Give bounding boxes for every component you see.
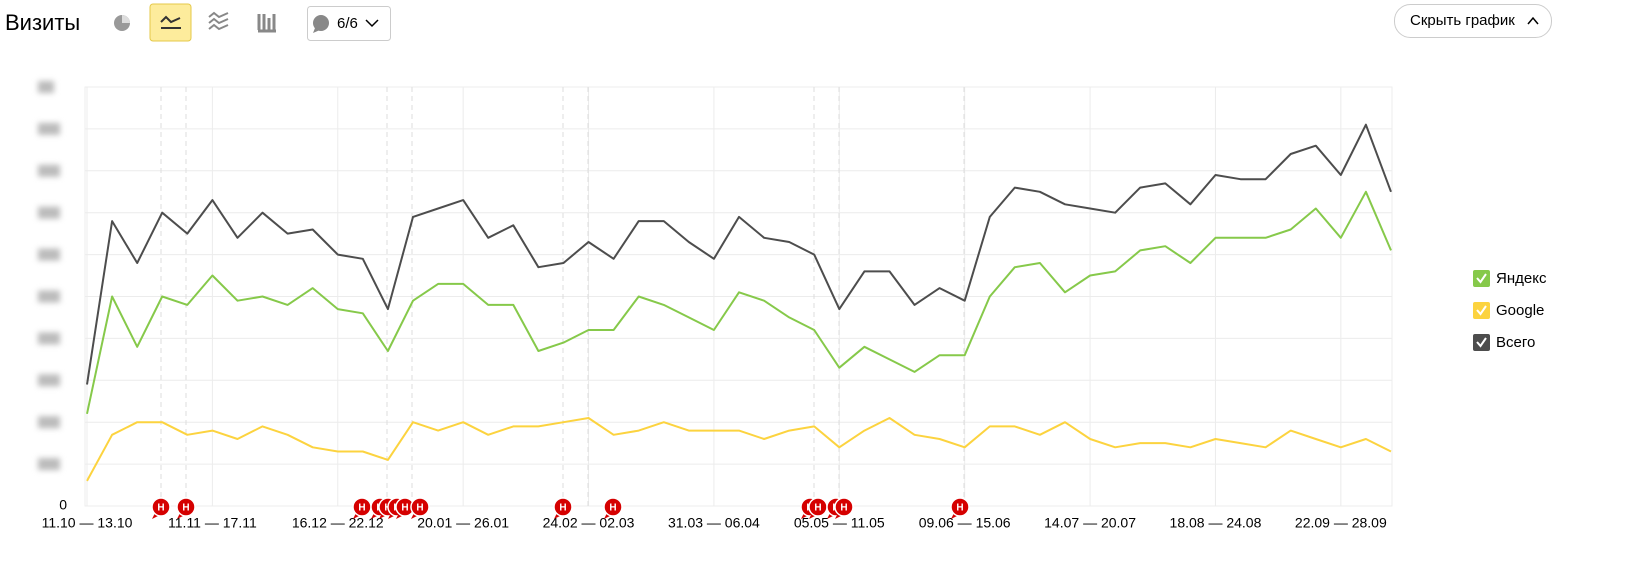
legend-label: Google [1496, 302, 1544, 319]
chart-type-area[interactable] [208, 11, 229, 31]
series-line [86, 190, 1392, 415]
annotation-marker[interactable]: Н [176, 497, 196, 519]
legend-check [1476, 337, 1487, 348]
blurred-y-label [38, 248, 60, 261]
annotation-circle [176, 497, 196, 517]
blurred-y-label [38, 122, 60, 135]
annotation-marker[interactable]: Н [950, 497, 970, 519]
blurred-y-label [38, 416, 60, 429]
x-tick-label: 11.11 — 17.11 [168, 515, 257, 531]
annotation-label: Н [840, 503, 847, 514]
annotation-marker[interactable]: Н [603, 497, 623, 519]
annotation-label: Н [358, 503, 365, 514]
legend-label: Яндекс [1496, 270, 1547, 287]
x-tick-label: 22.09 — 28.09 [1295, 515, 1387, 531]
annotation-label: Н [956, 503, 963, 514]
chart-type-pie[interactable] [114, 15, 130, 31]
comments-button[interactable]: 6/6 [307, 6, 391, 41]
legend-checkbox [1473, 270, 1490, 287]
annotation-circle [410, 497, 430, 517]
x-tick-label: 20.01 — 26.01 [417, 515, 509, 531]
annotation-marker[interactable]: Н [395, 497, 415, 519]
x-tick-label: 16.12 — 22.12 [292, 515, 384, 531]
annotation-label: Н [416, 503, 423, 514]
legend-check [1476, 273, 1487, 284]
legend-label: Всего [1496, 334, 1535, 351]
annotation-circle [834, 497, 854, 517]
blurred-y-label [38, 206, 60, 219]
chart-type-bars[interactable] [257, 14, 276, 33]
x-tick-label: 18.08 — 24.08 [1170, 515, 1262, 531]
annotation-marker[interactable]: Н [410, 497, 430, 519]
blurred-y-label [38, 81, 54, 93]
series-line [86, 417, 1392, 482]
comments-count: 6/6 [337, 15, 358, 32]
annotation-marker[interactable]: Н [553, 497, 573, 519]
blurred-y-label [38, 164, 60, 177]
x-tick-label: 11.10 — 13.10 [42, 515, 133, 531]
chart-type-line[interactable] [149, 3, 192, 42]
annotation-circle [553, 497, 573, 517]
blurred-y-label [38, 290, 60, 303]
hide-chart-button[interactable]: Скрыть график [1394, 4, 1552, 38]
annotation-label: Н [814, 503, 821, 514]
annotation-label: Н [609, 503, 616, 514]
legend-checkbox [1473, 334, 1490, 351]
y-tick-label: 0 [59, 497, 67, 513]
x-tick-label: 14.07 — 20.07 [1044, 515, 1136, 531]
annotation-circle [603, 497, 623, 517]
annotation-circle [950, 497, 970, 517]
legend-item[interactable]: Всего [1473, 334, 1535, 351]
blurred-y-label [38, 374, 60, 387]
legend-item[interactable]: Google [1473, 302, 1544, 319]
x-tick-label: 05.05 — 11.05 [794, 515, 885, 531]
x-tick-label: 09.06 — 15.06 [919, 515, 1011, 531]
x-tick-label: 31.03 — 06.04 [668, 515, 760, 531]
annotation-marker[interactable]: Н [151, 497, 171, 519]
annotation-marker[interactable]: Н [808, 497, 828, 519]
hide-chart-label: Скрыть график [1410, 12, 1515, 29]
annotation-label: Н [157, 503, 164, 514]
annotation-label: Н [559, 503, 566, 514]
legend-check [1476, 305, 1487, 316]
legend-checkbox [1473, 302, 1490, 319]
annotation-circle [151, 497, 171, 517]
page-title: Визиты [5, 10, 80, 35]
series-line [86, 123, 1392, 385]
x-tick-label: 24.02 — 02.03 [543, 515, 635, 531]
blurred-y-label [38, 458, 60, 471]
annotation-label: Н [401, 503, 408, 514]
annotation-marker[interactable]: Н [834, 497, 854, 519]
legend-item[interactable]: Яндекс [1473, 270, 1547, 287]
annotation-label: Н [182, 503, 189, 514]
blurred-y-label [38, 332, 60, 345]
